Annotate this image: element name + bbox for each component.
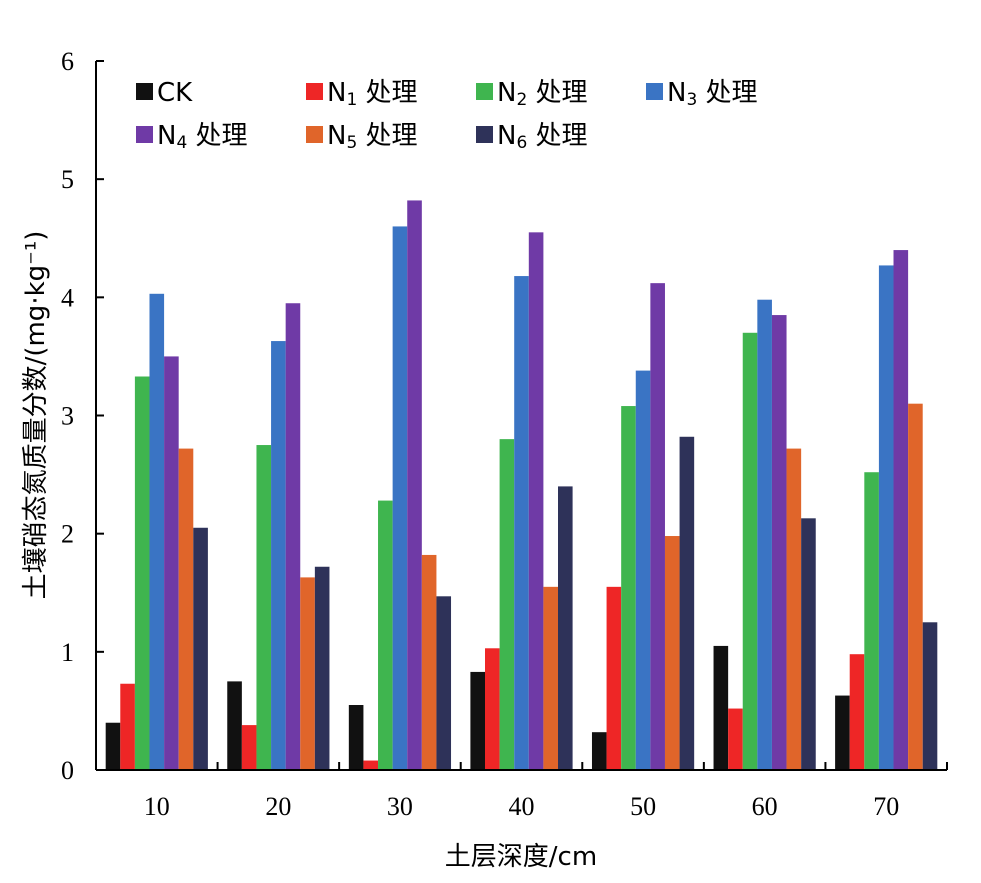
x-tick-label: 50 [630, 792, 656, 821]
legend-swatch [646, 83, 663, 100]
y-ticks: 0 1 2 3 4 5 6 [61, 47, 104, 785]
bar-50-series-0 [591, 732, 607, 770]
bar-50-series-4 [650, 283, 665, 770]
bar-70-series-0 [835, 695, 850, 770]
bar-50-series-5 [664, 536, 680, 770]
x-axis-title: 土层深度/cm [445, 842, 597, 872]
x-tick-label: 60 [752, 792, 778, 821]
bar-60-series-2 [742, 332, 758, 770]
x-tick-label: 30 [387, 792, 413, 821]
bar-10-series-2 [134, 376, 150, 770]
bar-10-series-1 [120, 683, 135, 770]
legend-swatch [306, 83, 323, 100]
bar-20-series-4 [285, 303, 301, 770]
bar-70-series-5 [908, 403, 923, 770]
bar-20-series-3 [271, 341, 286, 770]
legend-swatch [136, 83, 153, 100]
bar-30-series-2 [378, 500, 393, 770]
legend: CK N1 处理 N2 处理 N3 处理 N4 处理 N5 处理 N6 处理 [136, 78, 758, 153]
bar-60-series-0 [713, 645, 729, 770]
legend-swatch [136, 126, 153, 143]
legend-label: N2 处理 [497, 78, 588, 110]
bar-40-series-2 [499, 439, 515, 770]
bar-20-series-0 [227, 681, 242, 771]
bar-70-series-1 [849, 654, 865, 770]
y-tick-label: 0 [61, 756, 74, 785]
bar-50-series-6 [679, 436, 695, 770]
bar-70-series-3 [878, 265, 894, 770]
bar-30-series-1 [363, 760, 379, 770]
bar-20-series-1 [241, 725, 257, 770]
bar-70-series-6 [922, 622, 938, 770]
bars-layer [105, 200, 938, 771]
y-axis-title: 土壤硝态氮质量分数/(mg·kg⁻¹) [21, 231, 51, 600]
bar-20-series-2 [256, 445, 272, 770]
x-tick-label: 40 [509, 792, 535, 821]
bar-30-series-0 [348, 705, 364, 770]
bar-40-series-6 [558, 486, 573, 770]
y-tick-label: 1 [61, 638, 74, 667]
legend-label: N4 处理 [157, 121, 248, 153]
x-tick-label: 70 [873, 792, 899, 821]
y-tick-label: 2 [61, 520, 74, 549]
y-tick-label: 6 [61, 47, 74, 76]
bar-20-series-5 [300, 577, 315, 770]
bar-10-series-5 [178, 448, 194, 770]
bar-50-series-2 [621, 406, 636, 770]
bar-40-series-3 [514, 276, 529, 770]
bar-30-series-3 [392, 226, 408, 770]
bar-10-series-3 [149, 293, 165, 770]
bar-70-series-4 [893, 250, 909, 770]
x-tick-label: 20 [265, 792, 291, 821]
bar-40-series-4 [528, 232, 544, 771]
legend-label: N3 处理 [667, 78, 758, 110]
bar-60-series-3 [757, 299, 772, 770]
x-ticks: 10 20 30 40 50 60 70 [95, 762, 948, 821]
y-tick-label: 3 [61, 402, 74, 431]
bar-40-series-5 [543, 586, 558, 770]
bar-10-series-4 [164, 356, 179, 770]
y-tick-label: 4 [61, 283, 74, 312]
legend-label: N5 处理 [327, 121, 418, 153]
legend-swatch [476, 126, 493, 143]
bar-60-series-1 [728, 708, 743, 770]
bar-60-series-4 [771, 315, 787, 770]
legend-swatch [476, 83, 493, 100]
bar-30-series-4 [407, 200, 422, 770]
bar-50-series-3 [635, 370, 651, 770]
bar-50-series-1 [606, 586, 622, 770]
bar-10-series-0 [105, 722, 121, 770]
bar-70-series-2 [864, 472, 879, 770]
bar-60-series-6 [801, 518, 816, 770]
x-tick-label: 10 [144, 792, 170, 821]
bar-30-series-6 [436, 596, 452, 770]
bar-60-series-5 [786, 448, 802, 770]
legend-label: N1 处理 [327, 78, 418, 110]
legend-label: CK [157, 78, 193, 108]
bar-30-series-5 [421, 554, 437, 770]
bar-40-series-0 [470, 671, 485, 770]
bar-20-series-6 [314, 566, 330, 770]
legend-label: N6 处理 [497, 121, 588, 153]
bar-40-series-1 [485, 648, 500, 770]
bar-10-series-6 [193, 527, 208, 770]
legend-swatch [306, 126, 323, 143]
y-tick-label: 5 [61, 165, 74, 194]
